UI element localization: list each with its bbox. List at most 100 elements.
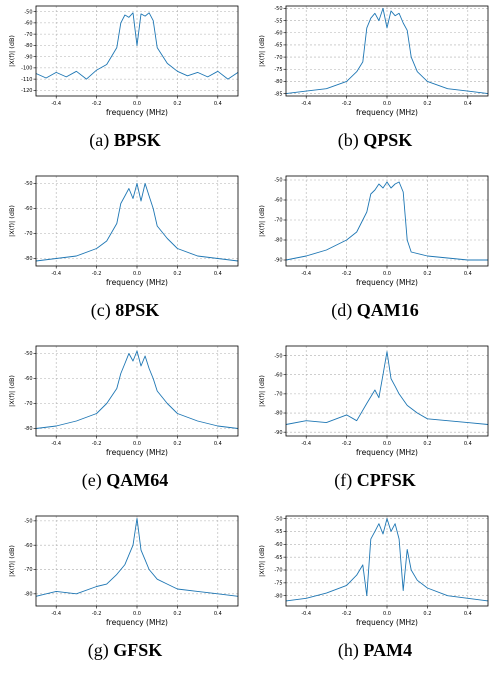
y-tick-label: -70 [274, 55, 282, 61]
x-axis-label: frequency (MHz) [106, 108, 168, 117]
spectrum-chart: -0.4 -0.2 0.0 0.2 0.4 -50 -60 -70 -80 frequency (… [8, 515, 239, 627]
x-tick-label: 0.0 [383, 271, 391, 277]
y-tick-label: -80 [24, 426, 32, 432]
x-tick-label: 0.4 [464, 441, 472, 447]
x-tick-label: 0.0 [133, 611, 141, 617]
plot-frame [285, 175, 489, 267]
y-axis-label: |X(f)| (dB) [258, 545, 266, 577]
caption-modulation: QPSK [363, 130, 413, 150]
x-tick-label: -0.4 [301, 101, 311, 107]
y-axis-label: |X(f)| (dB) [8, 35, 16, 67]
caption-label: (b) [337, 130, 364, 150]
plot-frame [285, 5, 489, 97]
series-line [285, 7, 489, 95]
y-tick-label: -55 [274, 18, 282, 24]
y-tick-label: -80 [24, 256, 32, 262]
y-tick-label: -70 [274, 218, 282, 224]
caption: (f) CPFSK [250, 470, 500, 491]
x-tick-label: 0.0 [383, 101, 391, 107]
x-tick-label: -0.4 [51, 441, 61, 447]
spectrum-chart: -0.4 -0.2 0.0 0.2 0.4 -50 -60 -70 -80 -90 frequenc… [258, 175, 489, 287]
panel-f: -0.4 -0.2 0.0 0.2 0.4 -50 -60 -70 -80 -90 frequenc… [250, 340, 500, 510]
caption-label: (d) [331, 300, 357, 320]
x-axis-label: frequency (MHz) [356, 618, 418, 627]
y-tick-label: -60 [24, 206, 32, 212]
x-tick-label: 0.4 [214, 611, 222, 617]
x-axis-label: frequency (MHz) [356, 278, 418, 287]
x-tick-label: 0.4 [464, 611, 472, 617]
spectrum-chart: -0.4 -0.2 0.0 0.2 0.4 -50 -60 -70 -80 -90 frequenc… [258, 345, 489, 457]
y-axis-label: |X(f)| (dB) [258, 35, 266, 67]
panel-e: -0.4 -0.2 0.0 0.2 0.4 -50 -60 -70 -80 frequency (… [0, 340, 250, 510]
x-tick-label: 0.2 [173, 441, 181, 447]
y-tick-label: -50 [24, 181, 32, 187]
caption: (e) QAM64 [0, 470, 250, 491]
x-tick-label: -0.4 [51, 611, 61, 617]
caption-modulation: CPFSK [356, 470, 416, 490]
y-tick-label: -80 [274, 411, 282, 417]
x-tick-label: -0.2 [92, 101, 102, 107]
panel-c: -0.4 -0.2 0.0 0.2 0.4 -50 -60 -70 -80 frequency (… [0, 170, 250, 340]
caption: (g) GFSK [0, 640, 250, 661]
y-tick-label: -85 [274, 91, 282, 97]
y-tick-label: -70 [24, 32, 32, 38]
x-tick-label: 0.4 [464, 101, 472, 107]
series-line [285, 518, 489, 602]
series-line [285, 351, 489, 425]
y-tick-label: -60 [274, 372, 282, 378]
x-tick-label: 0.0 [133, 101, 141, 107]
plot-frame [35, 345, 239, 437]
x-tick-label: 0.0 [383, 441, 391, 447]
x-axis-label: frequency (MHz) [356, 108, 418, 117]
caption-modulation: BPSK [113, 130, 161, 150]
x-tick-label: -0.2 [342, 101, 352, 107]
plot-frame [35, 515, 239, 607]
y-axis-label: |X(f)| (dB) [8, 205, 16, 237]
x-tick-label: 0.0 [133, 441, 141, 447]
caption-label: (c) [90, 300, 116, 320]
y-tick-label: -60 [24, 543, 32, 549]
y-tick-label: -70 [274, 568, 282, 574]
caption-label: (g) [87, 640, 114, 660]
y-tick-label: -50 [274, 516, 282, 522]
x-tick-label: 0.2 [423, 611, 431, 617]
x-tick-label: 0.0 [133, 271, 141, 277]
x-tick-label: -0.4 [51, 271, 61, 277]
y-tick-label: -90 [24, 54, 32, 60]
plot-frame [35, 5, 239, 97]
caption-label: (f) [334, 470, 357, 490]
y-tick-label: -60 [24, 21, 32, 27]
y-tick-label: -50 [24, 9, 32, 15]
y-tick-label: -120 [21, 88, 32, 94]
y-tick-label: -75 [274, 581, 282, 587]
plot-frame [285, 345, 489, 437]
x-tick-label: 0.2 [423, 441, 431, 447]
caption: (b) QPSK [250, 130, 500, 151]
caption-label: (e) [81, 470, 107, 490]
y-tick-label: -60 [274, 542, 282, 548]
y-axis-label: |X(f)| (dB) [8, 375, 16, 407]
x-tick-label: 0.2 [423, 101, 431, 107]
x-tick-label: 0.2 [173, 611, 181, 617]
series-line [285, 181, 488, 261]
x-tick-label: 0.2 [173, 271, 181, 277]
x-axis-label: frequency (MHz) [106, 278, 168, 287]
x-tick-label: -0.2 [342, 611, 352, 617]
x-tick-label: 0.4 [464, 271, 472, 277]
caption-label: (a) [89, 130, 114, 150]
y-tick-label: -50 [274, 6, 282, 12]
x-tick-label: -0.4 [301, 611, 311, 617]
series-line [35, 517, 239, 597]
y-tick-label: -55 [274, 529, 282, 535]
y-tick-label: -80 [24, 43, 32, 49]
y-tick-label: -70 [274, 392, 282, 398]
y-axis-label: |X(f)| (dB) [258, 375, 266, 407]
x-tick-label: 0.2 [173, 101, 181, 107]
y-tick-label: -70 [24, 231, 32, 237]
caption: (h) PAM4 [250, 640, 500, 661]
y-axis-label: |X(f)| (dB) [258, 205, 266, 237]
plot-frame [35, 175, 239, 267]
caption: (a) BPSK [0, 130, 250, 151]
y-tick-label: -110 [21, 77, 32, 83]
x-tick-label: 0.4 [214, 271, 222, 277]
